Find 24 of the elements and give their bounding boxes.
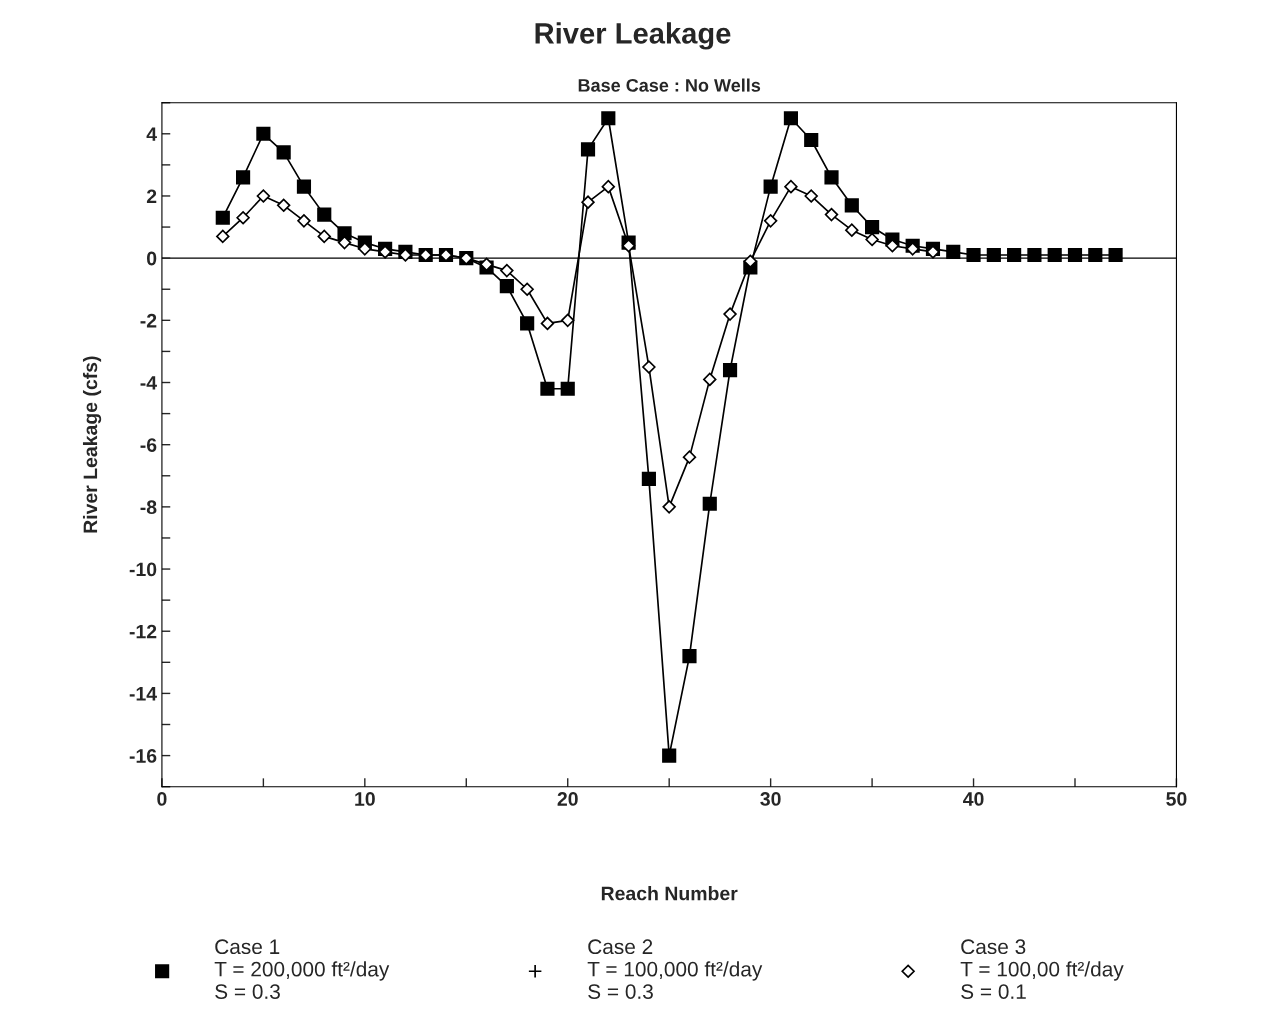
y-tick-label: -4 xyxy=(140,376,157,390)
x-tick-label: 30 xyxy=(760,792,781,806)
x-axis-title: Reach Number xyxy=(601,886,738,901)
y-tick-label: -6 xyxy=(140,438,157,452)
y-tick-label: 0 xyxy=(147,251,157,266)
chart-subtitle: Base Case : No Wells xyxy=(578,78,761,92)
y-tick-label: -2 xyxy=(140,313,157,328)
legend-label: Case 2 T = 100,000 ft²/day S = 0.3 xyxy=(587,939,763,999)
y-tick-label: -12 xyxy=(129,624,157,639)
y-tick-label: -14 xyxy=(129,687,157,701)
x-tick-label: 50 xyxy=(1166,792,1187,806)
y-tick-label: -10 xyxy=(129,562,157,577)
y-tick-label: -8 xyxy=(140,500,157,515)
y-tick-label: -16 xyxy=(129,749,157,763)
legend-label: Case 3 T = 100,00 ft²/day S = 0.1 xyxy=(960,939,1124,999)
x-tick-label: 20 xyxy=(557,792,578,806)
y-tick-label: 2 xyxy=(146,189,157,204)
x-tick-label: 0 xyxy=(157,792,167,806)
x-tick-label: 40 xyxy=(963,792,984,806)
legend-label: Case 1 T = 200,000 ft²/day S = 0.3 xyxy=(214,939,390,999)
x-tick-label: 10 xyxy=(355,792,375,806)
chart-title: River Leakage xyxy=(535,22,731,50)
y-axis-title: River Leakage (cfs) xyxy=(82,356,102,533)
y-tick-label: 4 xyxy=(146,127,157,141)
